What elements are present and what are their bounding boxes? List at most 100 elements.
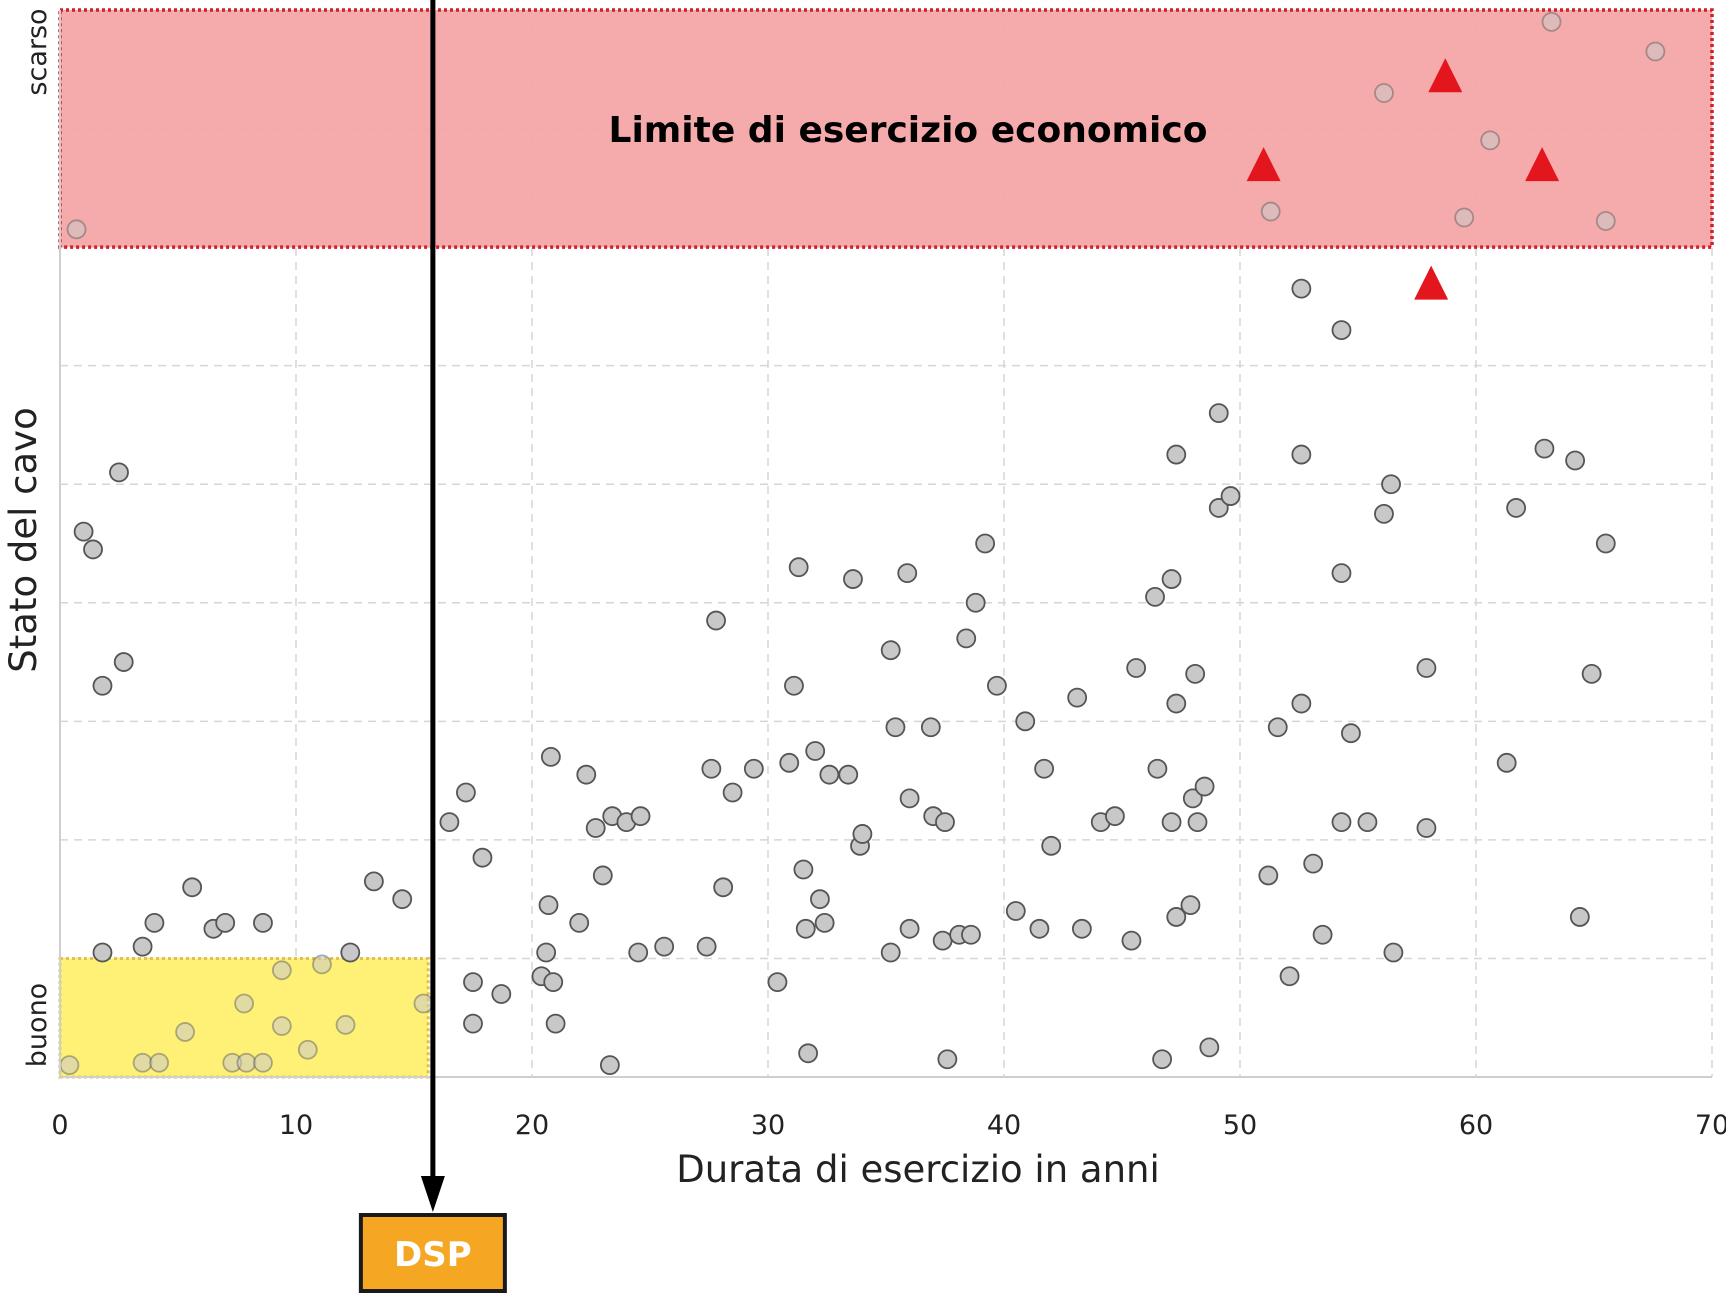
scatter-point (880, 640, 901, 661)
scatter-point (1331, 563, 1352, 584)
scatter-point (253, 912, 273, 933)
scatter-point (630, 806, 651, 827)
scatter-point (1581, 664, 1602, 684)
scatter-point (961, 924, 981, 945)
scatter-point (592, 865, 613, 886)
scatter-point (1416, 658, 1437, 678)
scatter-point (271, 1016, 292, 1036)
economic-limit-label: Limite di esercizio economico (609, 110, 1208, 151)
scatter-point (706, 610, 726, 631)
scatter-point (843, 569, 863, 589)
scatter-point (722, 782, 743, 803)
scatter-point (1258, 865, 1279, 886)
scatter-point (810, 889, 830, 910)
scatter-point (814, 912, 835, 933)
scatter-point (66, 219, 87, 240)
scatter-point (1161, 569, 1182, 589)
scatter-point (585, 818, 606, 838)
scatter-point (1180, 895, 1201, 915)
scatter-point (1185, 664, 1206, 684)
scatter-point (472, 847, 493, 868)
scatter-point (1303, 853, 1324, 874)
scatter-point (1260, 201, 1281, 222)
y-axis-title: Stato del cavo (2, 407, 45, 672)
scatter-point (965, 592, 986, 613)
scatter-point (92, 675, 113, 696)
scatter-point (1331, 320, 1352, 341)
scatter-point (1291, 693, 1312, 714)
scatter-point (536, 942, 557, 963)
circle-points (59, 11, 1666, 1076)
scatter-point (975, 533, 996, 554)
scatter-point (538, 895, 559, 915)
x-axis-title: Durata di esercizio in anni (676, 1148, 1160, 1191)
scatter-point (1312, 924, 1333, 945)
scatter-point (456, 782, 476, 803)
scatter-point (920, 717, 941, 738)
scatter-point (1034, 758, 1055, 779)
x-tick-label: 30 (751, 1110, 785, 1141)
scatter-point (1161, 812, 1182, 833)
scatter-point (1147, 758, 1168, 779)
scatter-point (335, 1014, 356, 1035)
x-tick-label: 40 (987, 1110, 1021, 1141)
scatter-point (463, 1013, 483, 1034)
scatter-point (491, 984, 512, 1004)
scatter-point (576, 764, 597, 785)
x-tick-labels: 0 10 20 30 40 50 60 70 (51, 1110, 1726, 1141)
scatter-point (73, 521, 94, 542)
scatter-point (654, 936, 675, 957)
scatter-point (144, 912, 165, 933)
scatter-point (713, 877, 734, 898)
scatter-point (1506, 498, 1527, 518)
scatter-point (1166, 693, 1187, 714)
triangle-point (1525, 147, 1560, 182)
scatter-point (1541, 11, 1562, 32)
x-tick-label: 60 (1459, 1110, 1493, 1141)
scatter-point (1005, 901, 1026, 921)
scatter-point (1595, 533, 1616, 554)
y-category-low-label: buono (22, 983, 53, 1067)
scatter-point (1199, 1037, 1220, 1058)
scatter-point (149, 1052, 170, 1073)
scatter-point (1569, 907, 1590, 927)
scatter-point (767, 972, 788, 993)
scatter-point (805, 741, 826, 761)
scatter-point (363, 871, 384, 892)
scatter-point (215, 912, 236, 933)
scatter-point (439, 812, 460, 833)
scatter-point (182, 877, 203, 898)
scatter-point (253, 1052, 273, 1073)
scatter-point (1220, 486, 1241, 506)
scatter-point (743, 758, 764, 779)
scatter-point (312, 954, 332, 975)
scatter-point (1166, 444, 1187, 465)
scatter-point (413, 993, 434, 1014)
scatter-point (1041, 835, 1062, 856)
x-tick-label: 0 (51, 1110, 68, 1141)
scatter-point (932, 930, 953, 951)
scatter-point (463, 972, 483, 993)
scatter-point (696, 936, 717, 957)
scatter-point (132, 1052, 153, 1073)
scatter-point (1374, 503, 1394, 524)
scatter-point (899, 918, 920, 939)
scatter-point (1645, 41, 1666, 62)
scatter-point (1565, 450, 1586, 471)
scatter-point (1331, 812, 1352, 833)
triangle-point (1414, 265, 1449, 300)
scatter-point (175, 1022, 195, 1042)
scatter-point (798, 1043, 819, 1064)
dsp-arrow-icon (420, 1176, 445, 1212)
scatter-point (987, 675, 1007, 696)
scatter-point (935, 812, 955, 833)
scatter-point (599, 1055, 620, 1076)
scatter-point (234, 993, 254, 1014)
scatter-point (784, 675, 804, 696)
scatter-point (1182, 788, 1203, 809)
triangle-point (1428, 58, 1463, 93)
scatter-point (956, 628, 977, 649)
x-tick-label: 50 (1223, 1110, 1257, 1141)
scatter-point (1381, 474, 1401, 495)
